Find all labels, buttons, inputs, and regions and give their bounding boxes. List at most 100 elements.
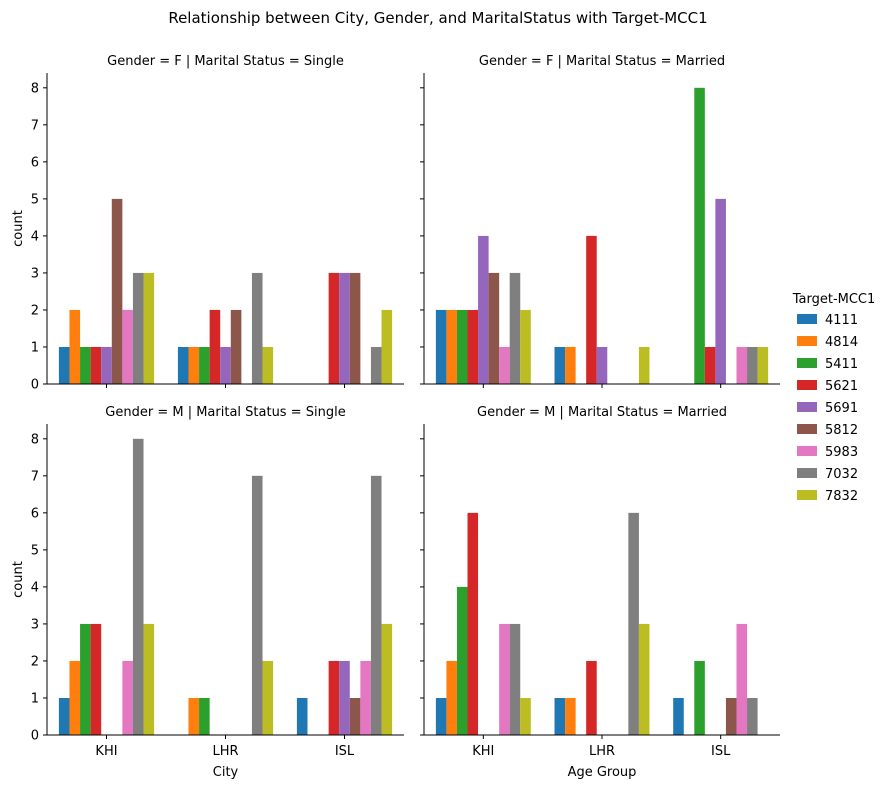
bar-4814-lhr xyxy=(188,697,200,735)
bar-5621-khi xyxy=(467,309,479,384)
y-tick-label: 1 xyxy=(31,340,39,355)
bar-7032-isl xyxy=(747,346,758,384)
bar-7832-lhr xyxy=(638,346,650,384)
bar-5411-khi xyxy=(456,586,468,735)
bar-5621-lhr xyxy=(586,660,597,735)
legend-label-5983: 5983 xyxy=(825,445,858,460)
legend-swatch-7032 xyxy=(797,468,817,478)
y-tick-label: 4 xyxy=(31,229,39,244)
panel-4: Gender = M | Marital Status = Married KHI… xyxy=(420,405,780,780)
panel-3: Gender = M | Marital Status = Single 0 1 2 3… xyxy=(11,405,404,780)
bar-5691-khi xyxy=(101,346,112,384)
bar-4814-lhr xyxy=(565,346,576,384)
x-axis-label: Age Group xyxy=(568,765,637,780)
y-tick-label: 7 xyxy=(31,469,39,484)
x-axis-label: City xyxy=(213,765,239,780)
y-axis-label: count xyxy=(11,561,26,598)
y-tick-label: 6 xyxy=(31,155,39,170)
bar-5983-khi xyxy=(499,623,510,735)
bar-4111-lhr xyxy=(554,697,566,735)
legend-label-5691: 5691 xyxy=(825,401,858,416)
bar-4111-khi xyxy=(435,697,447,735)
bar-5621-lhr xyxy=(586,235,597,384)
x-tick-label: KHI xyxy=(472,744,494,759)
bar-4111-khi xyxy=(58,697,70,735)
bar-5691-lhr xyxy=(220,346,231,384)
x-tick-label: LHR xyxy=(212,744,238,759)
bar-7032-khi xyxy=(132,438,144,735)
bar-5812-khi xyxy=(111,198,123,384)
y-tick-label: 4 xyxy=(31,580,39,595)
bar-5983-khi xyxy=(122,660,133,735)
bar-5411-isl xyxy=(694,660,705,735)
bar-4111-lhr xyxy=(554,346,566,384)
bar-7032-lhr xyxy=(628,512,639,735)
y-tick-label: 2 xyxy=(31,654,39,669)
bar-5411-khi xyxy=(80,623,91,735)
bar-7832-khi xyxy=(520,697,531,735)
bar-5411-khi xyxy=(80,346,91,384)
bar-7032-khi xyxy=(509,623,521,735)
y-tick-label: 8 xyxy=(31,432,39,447)
bar-4111-isl xyxy=(673,697,684,735)
bar-4111-lhr xyxy=(177,346,189,384)
legend-swatch-5411 xyxy=(797,358,817,368)
bar-5621-lhr xyxy=(209,309,221,384)
legend-label-7832: 7832 xyxy=(825,489,858,504)
legend-label-4814: 4814 xyxy=(825,335,858,350)
bar-5621-khi xyxy=(467,512,479,735)
bar-4814-khi xyxy=(446,660,457,735)
figure-title: Relationship between City, Gender, and M… xyxy=(168,9,707,27)
legend-label-5411: 5411 xyxy=(825,357,858,372)
bar-4814-khi xyxy=(446,309,457,384)
bar-5983-isl xyxy=(736,346,748,384)
panel-1: Gender = F | Marital Status = Single 0 1 2 3… xyxy=(11,54,404,393)
bar-7832-lhr xyxy=(262,660,274,735)
legend-swatch-5983 xyxy=(797,446,817,456)
bar-7832-isl xyxy=(381,623,393,735)
y-tick-label: 8 xyxy=(31,81,39,96)
legend-title: Target-MCC1 xyxy=(792,292,876,307)
bar-5621-khi xyxy=(90,346,102,384)
bar-5812-isl xyxy=(349,272,361,384)
bar-5411-khi xyxy=(456,309,468,384)
y-tick-label: 0 xyxy=(31,729,39,744)
bar-5983-isl xyxy=(736,623,748,735)
bar-4814-lhr xyxy=(565,697,576,735)
legend-swatch-5812 xyxy=(797,424,817,434)
bar-7832-khi xyxy=(520,309,531,384)
bar-5691-isl xyxy=(339,272,350,384)
bar-4111-khi xyxy=(58,346,70,384)
x-tick-label: LHR xyxy=(589,744,615,759)
bar-7832-lhr xyxy=(262,346,274,384)
y-tick-label: 2 xyxy=(31,303,39,318)
legend-swatch-4111 xyxy=(797,314,817,324)
panel-title: Gender = F | Marital Status = Married xyxy=(479,54,725,69)
y-tick-label: 5 xyxy=(31,192,39,207)
bar-7032-khi xyxy=(509,272,521,384)
y-axis-label: count xyxy=(11,210,26,247)
legend-swatch-7832 xyxy=(797,490,817,500)
bar-7832-isl xyxy=(757,346,769,384)
x-tick-label: ISL xyxy=(711,744,731,759)
legend-label-4111: 4111 xyxy=(825,313,858,328)
x-tick-label: ISL xyxy=(335,744,355,759)
bar-5691-isl xyxy=(339,660,350,735)
legend-swatch-5691 xyxy=(797,402,817,412)
chart-panels: Gender = F | Marital Status = Single 0 1 2 3… xyxy=(11,54,780,780)
bar-5621-khi xyxy=(90,623,102,735)
y-tick-label: 1 xyxy=(31,691,39,706)
bar-4814-khi xyxy=(69,309,81,384)
bar-5812-khi xyxy=(488,272,500,384)
bar-7832-isl xyxy=(381,309,393,384)
bar-5411-isl xyxy=(694,87,705,384)
bar-5691-khi xyxy=(478,235,489,384)
panel-title: Gender = M | Marital Status = Single xyxy=(105,405,345,420)
y-tick-label: 3 xyxy=(31,617,39,632)
bar-4814-khi xyxy=(69,660,81,735)
panel-title: Gender = M | Marital Status = Married xyxy=(477,405,727,420)
legend-swatch-4814 xyxy=(797,336,817,346)
bar-5812-lhr xyxy=(230,309,242,384)
bar-5621-isl xyxy=(328,272,340,384)
